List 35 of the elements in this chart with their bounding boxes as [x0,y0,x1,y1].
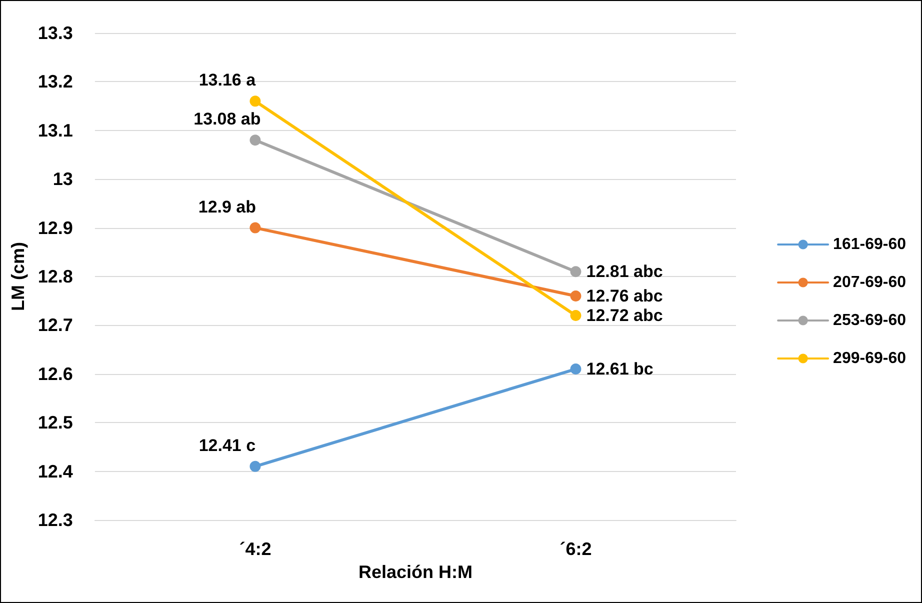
y-tick-label: 12.8 [38,266,73,286]
point [250,96,261,107]
data-label: 12.41 c [198,436,256,455]
point [570,364,582,375]
y-tick-label: 12.5 [38,412,73,433]
y-tick-label: 13 [52,169,73,190]
y-tick-label: 12.9 [38,218,73,238]
data-label: 13.16 a [198,70,256,90]
data-label: 12.61 bc [586,360,654,379]
legend-label: 299-69-60 [833,350,906,367]
y-tick-label: 13.2 [38,72,73,92]
data-label: 12.76 abc [586,286,663,306]
x-tick-label: ´4:2 [239,539,272,559]
data-label: 12.9 ab [198,197,256,216]
x-tick-label: ´6:2 [560,539,592,559]
point [570,290,582,302]
data-label: 13.08 ab [194,110,261,129]
legend-label: 253-69-60 [833,312,906,329]
point [250,134,261,146]
point [570,310,582,321]
y-tick-label: 12.6 [38,364,73,384]
legend-label: 161-69-60 [833,236,906,253]
data-label: 12.72 abc [586,306,663,325]
y-axis-title: LM (cm) [8,242,28,311]
point [250,460,261,472]
y-tick-label: 13.1 [38,120,73,140]
legend-label: 207-69-60 [833,274,906,291]
y-tick-label: 12.4 [38,461,73,482]
x-axis-title: Relación H:M [358,562,472,582]
y-tick-label: 13.3 [38,23,73,43]
point [570,266,582,278]
data-label: 12.81 abc [586,262,663,282]
point [250,222,261,234]
y-tick-label: 12.7 [38,315,73,336]
y-tick-label: 12.3 [38,510,73,530]
